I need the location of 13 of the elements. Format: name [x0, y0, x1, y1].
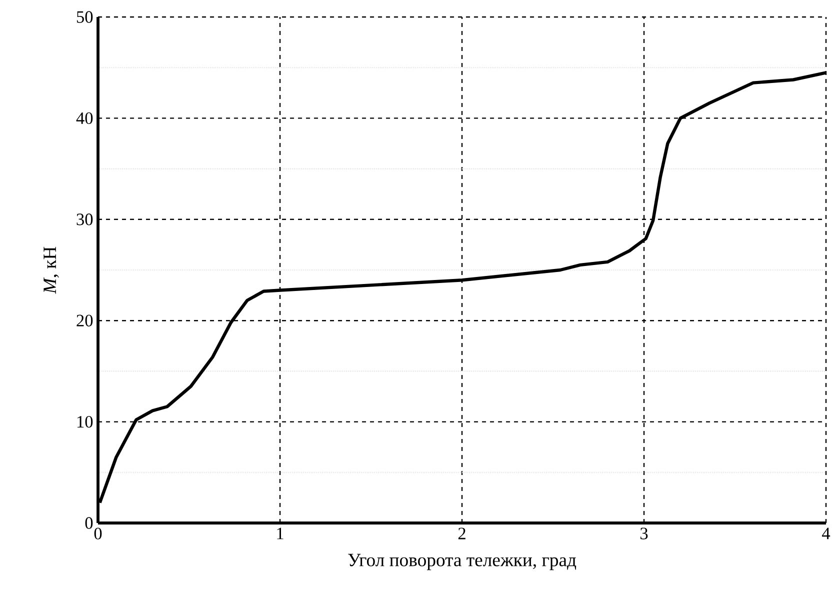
x-tick-label: 1 — [277, 528, 284, 540]
y-tick-label: 10 — [77, 416, 93, 428]
y-tick-label: 0 — [85, 517, 93, 529]
y-tick-label: 20 — [76, 314, 93, 326]
y-tick-label: 40 — [76, 112, 93, 124]
x-axis-title: Угол поворота тележки, град — [348, 554, 576, 570]
x-tick-label: 4 — [822, 528, 830, 540]
x-tick-label: 0 — [94, 528, 102, 540]
y-axis-title: M, кН — [44, 246, 59, 294]
y-tick-label: 30 — [76, 214, 93, 226]
y-tick-label: 50 — [76, 11, 93, 23]
x-tick-label: 2 — [458, 528, 466, 540]
x-tick-label: 3 — [640, 528, 648, 540]
